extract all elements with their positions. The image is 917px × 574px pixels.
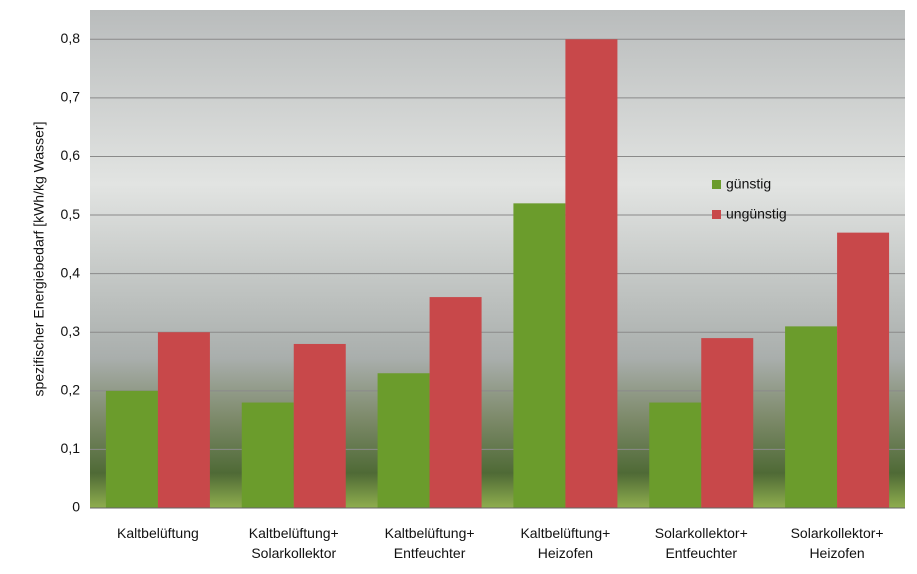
bar xyxy=(157,332,210,508)
legend-label: günstig xyxy=(726,176,771,192)
y-tick-label: 0,3 xyxy=(61,323,81,339)
bar xyxy=(565,39,618,508)
bar xyxy=(293,343,346,508)
bar xyxy=(429,297,482,508)
x-tick-label: Solarkollektor+ Entfeuchter xyxy=(655,525,748,561)
bar xyxy=(105,390,158,508)
y-tick-label: 0,4 xyxy=(61,264,81,280)
y-tick-label: 0,7 xyxy=(61,89,81,105)
x-tick-label: Kaltbelüftung+ Heizofen xyxy=(520,525,610,561)
plot-background xyxy=(90,10,905,508)
y-axis-label: spezifischer Energiebedarf [kWh/kg Wasse… xyxy=(31,122,47,397)
x-tick-label: Kaltbelüftung+ Entfeuchter xyxy=(385,525,475,561)
y-tick-label: 0,1 xyxy=(61,440,81,456)
y-tick-label: 0,8 xyxy=(61,30,81,46)
bar xyxy=(649,402,702,508)
y-tick-label: 0,6 xyxy=(61,147,81,163)
legend-swatch xyxy=(712,210,721,219)
bar xyxy=(377,373,430,508)
x-tick-label: Kaltbelüftung+ Solarkollektor xyxy=(249,525,339,561)
x-tick-label: Solarkollektor+ Heizofen xyxy=(791,525,884,561)
y-tick-label: 0,2 xyxy=(61,382,81,398)
legend-label: ungünstig xyxy=(726,206,787,222)
bar xyxy=(837,232,890,508)
legend-swatch xyxy=(712,180,721,189)
y-tick-label: 0,5 xyxy=(61,206,81,222)
y-tick-label: 0 xyxy=(72,499,80,515)
bar xyxy=(785,326,838,508)
x-tick-label: Kaltbelüftung xyxy=(117,525,199,541)
bar xyxy=(701,338,754,508)
bar xyxy=(513,203,566,508)
bar xyxy=(241,402,294,508)
